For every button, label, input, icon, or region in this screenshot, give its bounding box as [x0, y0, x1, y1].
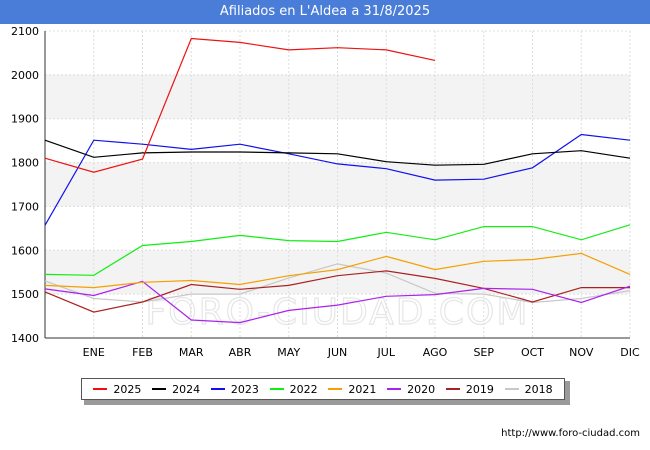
y-tick-label: 1900: [11, 113, 39, 126]
series-line-2024: [44, 139, 631, 166]
legend-label: 2023: [230, 382, 259, 396]
legend-item-2021: 2021: [328, 383, 376, 396]
legend-swatch: [93, 388, 108, 390]
legend-label: 2020: [407, 382, 436, 396]
legend-item-2020: 2020: [387, 383, 435, 396]
x-tick-label: JUN: [327, 346, 348, 359]
legend-swatch: [387, 388, 402, 390]
legend-swatch: [269, 388, 284, 390]
x-tick-label: DIC: [620, 346, 640, 359]
x-tick-label: ENE: [83, 346, 105, 359]
legend: 2025 2024 2023 2022 2021 2020 2019 2018: [81, 378, 565, 400]
x-tick-label: MAY: [277, 346, 300, 359]
legend-label: 2019: [465, 382, 494, 396]
source-url[interactable]: http://www.foro-ciudad.com: [501, 428, 640, 439]
legend-swatch: [445, 388, 460, 390]
y-tick-label: 2000: [11, 69, 39, 82]
watermark: FORO-CIUDAD.COM: [146, 292, 530, 333]
x-tick-label: JUL: [377, 346, 396, 359]
legend-item-2024: 2024: [152, 383, 200, 396]
x-tick-label: AGO: [423, 346, 448, 359]
series-line-2019: [44, 270, 630, 313]
legend-swatch: [210, 388, 225, 390]
x-tick-label: FEB: [132, 346, 153, 359]
y-tick-label: 2100: [11, 25, 39, 38]
y-tick-label: 1800: [11, 157, 39, 170]
y-tick-label: 1700: [11, 200, 39, 213]
x-tick-label: MAR: [179, 346, 204, 359]
series-line-2021: [44, 252, 631, 289]
legend-label: 2025: [113, 382, 142, 396]
x-tick-label: ABR: [229, 346, 252, 359]
series-line-2022: [44, 224, 631, 276]
legend-swatch: [328, 388, 343, 390]
legend-item-2022: 2022: [269, 382, 318, 396]
series-line-2025: [44, 37, 436, 173]
series-line-2020: [44, 280, 631, 324]
legend-swatch: [504, 388, 519, 390]
chart-title: Afiliados en L'Aldea a 31/8/2025: [0, 0, 650, 24]
legend-label: 2018: [524, 382, 553, 396]
y-tick-label: 1400: [11, 332, 39, 345]
legend-item-2018: 2018: [504, 382, 553, 396]
legend-label: 2022: [289, 382, 318, 396]
y-tick-label: 1500: [11, 288, 39, 301]
y-tick-label: 1600: [11, 244, 39, 257]
x-tick-label: SEP: [473, 346, 494, 359]
legend-label: 2024: [172, 382, 201, 396]
legend-label: 2021: [348, 382, 377, 396]
x-tick-label: NOV: [569, 346, 594, 359]
series-line-2023: [44, 133, 631, 226]
legend-item-2023: 2023: [210, 382, 259, 396]
x-tick-label: OCT: [521, 346, 544, 359]
line-chart: FORO-CIUDAD.COM 1400 1500 1600 1700 1800 1900 2…: [11, 25, 640, 359]
legend-swatch: [152, 388, 167, 390]
legend-item-2019: 2019: [445, 382, 494, 396]
legend-item-2025: 2025: [93, 383, 141, 396]
